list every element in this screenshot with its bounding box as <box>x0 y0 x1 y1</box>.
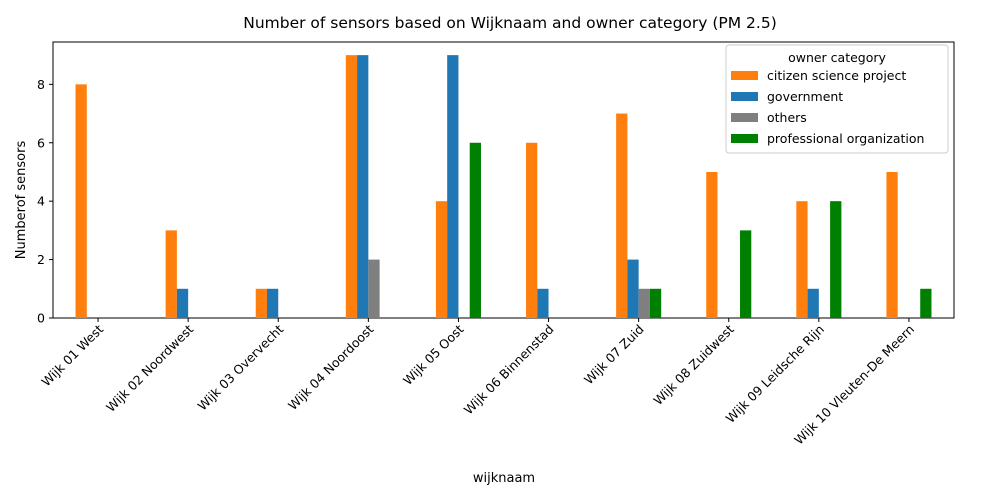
bar-citizen-science-project-4 <box>435 201 448 318</box>
bar-citizen-science-project-1 <box>165 230 177 318</box>
bar-professional-organization-6 <box>649 288 662 318</box>
chart-title: Number of sensors based on Wijknaam and … <box>243 14 777 32</box>
bar-citizen-science-project-6 <box>616 113 628 318</box>
y-tick-label: 4 <box>37 194 45 209</box>
bar-citizen-science-project-8 <box>796 201 808 318</box>
bar-citizen-science-project-3 <box>345 55 358 319</box>
legend-entry-1: government <box>767 89 843 104</box>
bar-citizen-science-project-9 <box>886 171 898 318</box>
bar-citizen-science-project-2 <box>255 288 267 318</box>
x-tick-label: Wijk 09 Leidsche Rijn <box>723 322 827 426</box>
legend-swatch-1 <box>731 92 758 101</box>
x-tick-label: Wijk 03 Overvecht <box>194 321 286 413</box>
bar-others-3 <box>368 259 380 318</box>
x-tick-label: Wijk 01 West <box>38 321 106 389</box>
legend-title: owner category <box>788 50 886 65</box>
bar-citizen-science-project-7 <box>706 171 718 318</box>
x-tick-label: Wijk 04 Noordoost <box>285 321 377 413</box>
legend: owner category citizen science project gov… <box>725 44 949 154</box>
bar-government-2 <box>266 288 279 318</box>
legend-entry-3: professional organization <box>767 131 924 146</box>
y-tick-label: 0 <box>37 311 45 326</box>
y-tick-label: 8 <box>37 77 45 92</box>
bar-others-6 <box>638 288 650 318</box>
bar-government-4 <box>447 55 459 319</box>
y-tick-label: 2 <box>37 252 45 267</box>
legend-swatch-0 <box>731 71 758 80</box>
bar-citizen-science-project-5 <box>526 142 538 318</box>
bar-citizen-science-project-0 <box>75 84 87 318</box>
legend-entry-0: citizen science project <box>767 68 906 83</box>
bar-government-8 <box>807 288 819 318</box>
legend-entry-2: others <box>767 110 807 125</box>
legend-swatch-2 <box>731 113 758 122</box>
bar-government-3 <box>357 55 369 319</box>
bar-government-1 <box>176 288 189 318</box>
y-tick-label: 6 <box>37 135 45 150</box>
bar-professional-organization-7 <box>740 230 752 318</box>
x-tick-label: Wijk 05 Oost <box>400 321 467 388</box>
legend-swatch-3 <box>731 134 758 143</box>
bar-professional-organization-4 <box>469 142 481 318</box>
x-axis-label: wijknaam <box>473 471 535 486</box>
bar-government-6 <box>627 259 639 318</box>
plot-frame <box>52 41 955 319</box>
x-tick-label: Wijk 02 Noordwest <box>103 321 196 414</box>
legend-frame <box>725 44 949 154</box>
x-tick-label: Wijk 08 Zuidwest <box>650 321 737 408</box>
x-tick-label: Wijk 06 Binnenstad <box>461 322 557 418</box>
bar-government-5 <box>537 288 549 318</box>
bar-professional-organization-9 <box>920 288 932 318</box>
y-axis-label: Numberof sensors <box>14 141 29 260</box>
bar-professional-organization-8 <box>830 201 842 318</box>
x-tick-label: Wijk 07 Zuid <box>581 322 647 388</box>
